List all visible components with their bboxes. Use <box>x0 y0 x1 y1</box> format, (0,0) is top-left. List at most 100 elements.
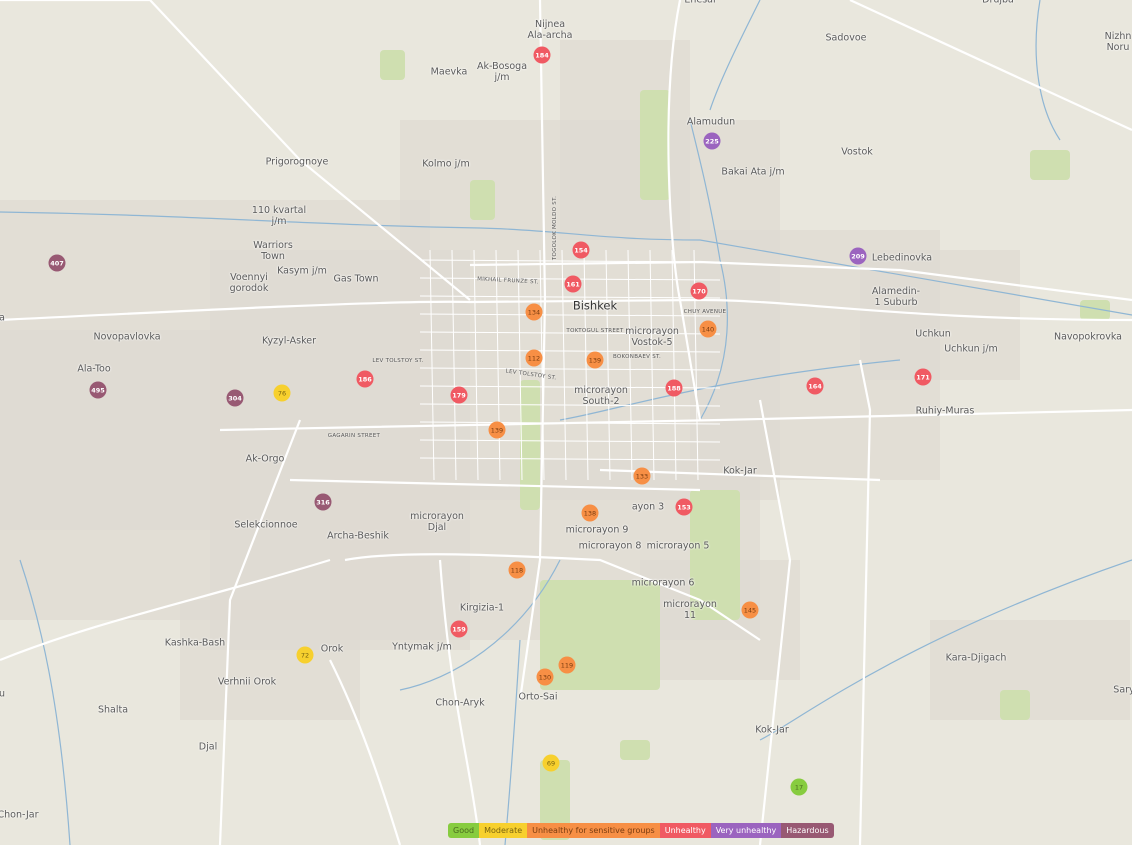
place-label: Kara-Djigach <box>945 652 1007 664</box>
place-label: Warriors Town <box>253 240 293 262</box>
aqi-station-marker[interactable]: 17 <box>790 778 808 796</box>
road <box>438 559 482 845</box>
place-label: Sadovoe <box>825 32 867 44</box>
aqi-station-marker[interactable]: 164 <box>806 377 824 395</box>
road <box>329 659 402 845</box>
aqi-station-marker[interactable]: 130 <box>536 668 554 686</box>
aqi-station-marker[interactable]: 154 <box>572 241 590 259</box>
road <box>469 260 1132 302</box>
place-label: u <box>0 688 6 700</box>
road <box>518 0 547 701</box>
legend-item-unhealthy: Unhealthy <box>659 823 711 838</box>
street-label: TOGOLOK MOLDO ST. <box>552 195 558 261</box>
street-line <box>583 249 589 481</box>
place-label: Nijnea Ala-archa <box>527 19 573 41</box>
aqi-station-marker[interactable]: 170 <box>690 282 708 300</box>
road <box>0 558 331 662</box>
street-line <box>419 259 721 263</box>
river <box>399 559 561 691</box>
river <box>1035 0 1061 141</box>
park-area <box>690 490 740 620</box>
legend-item-moderate: Moderate <box>479 823 528 838</box>
street-line <box>539 249 545 481</box>
place-label: Kashka-Bash <box>164 637 226 649</box>
place-label: Gas Town <box>333 273 379 285</box>
place-label: Ruhiy-Muras <box>915 405 975 417</box>
place-label: Lebedinovka <box>871 252 933 264</box>
place-label: Kirgizia-1 <box>459 602 505 614</box>
park-area <box>1080 300 1110 320</box>
place-label: Shalta <box>97 704 129 716</box>
place-label: Chon-Aryk <box>435 697 485 709</box>
aqi-station-marker[interactable]: 184 <box>533 46 551 64</box>
street-line <box>419 313 721 317</box>
place-label: Uchkun j/m <box>944 343 998 355</box>
street-line <box>419 403 721 407</box>
aqi-station-marker[interactable]: 179 <box>450 386 468 404</box>
place-label: microrayon 8 <box>578 540 642 552</box>
park-area <box>520 380 540 510</box>
aqi-station-marker[interactable]: 495 <box>89 381 107 399</box>
aqi-station-marker[interactable]: 186 <box>356 370 374 388</box>
street-label: BOKONBAEV ST. <box>612 354 662 360</box>
street-line <box>429 249 435 481</box>
aqi-station-marker[interactable]: 112 <box>525 349 543 367</box>
aqi-station-marker[interactable]: 133 <box>633 467 651 485</box>
river <box>689 119 728 421</box>
aqi-station-marker[interactable]: 134 <box>525 303 543 321</box>
aqi-station-marker[interactable]: 316 <box>314 493 332 511</box>
street-label: CHUY AVENUE <box>683 309 727 315</box>
street-line <box>451 249 457 481</box>
place-label: Ak-Orgo <box>245 453 285 465</box>
aqi-station-marker[interactable]: 145 <box>741 601 759 619</box>
road <box>219 408 1132 432</box>
aqi-station-marker[interactable]: 225 <box>703 132 721 150</box>
place-label: Bakai Ata j/m <box>721 166 785 178</box>
aqi-station-marker[interactable]: 119 <box>558 656 576 674</box>
place-label: Maevka <box>430 66 468 78</box>
street-line <box>473 249 479 481</box>
urban-area <box>180 600 360 720</box>
road <box>758 399 792 845</box>
place-label: Djal <box>198 741 218 753</box>
aqi-station-marker[interactable]: 159 <box>450 620 468 638</box>
street-line <box>419 457 721 461</box>
road <box>344 553 761 641</box>
aqi-station-marker[interactable]: 407 <box>48 254 66 272</box>
aqi-station-marker[interactable]: 161 <box>564 275 582 293</box>
aqi-station-marker[interactable]: 188 <box>665 379 683 397</box>
legend-item-usg: Unhealthy for sensitive groups <box>527 823 660 838</box>
place-label: Kyzyl-Asker <box>262 335 316 347</box>
place-label: microrayon South-2 <box>574 385 628 407</box>
aqi-station-marker[interactable]: 76 <box>273 384 291 402</box>
place-label: microrayon Djal <box>410 511 464 533</box>
place-label: Enesai <box>684 0 716 6</box>
place-label: Orok <box>320 643 344 655</box>
aqi-station-marker[interactable]: 72 <box>296 646 314 664</box>
place-label: microrayon 11 <box>663 599 717 621</box>
aqi-station-marker[interactable]: 139 <box>488 421 506 439</box>
place-label: Prigorognoye <box>265 156 329 168</box>
place-label: Yntymak j/m <box>392 641 452 653</box>
place-label: Ala-Too <box>77 363 111 375</box>
aqi-station-marker[interactable]: 140 <box>699 320 717 338</box>
park-area <box>640 90 670 200</box>
place-label: Alamudun <box>686 116 736 128</box>
place-label: Voennyi gorodok <box>229 272 269 294</box>
aqi-station-marker[interactable]: 138 <box>581 504 599 522</box>
park-area <box>620 740 650 760</box>
place-label: Kasym j/m <box>277 265 327 277</box>
road <box>667 0 702 421</box>
park-area <box>540 580 660 690</box>
aqi-station-marker[interactable]: 209 <box>849 247 867 265</box>
aqi-station-marker[interactable]: 69 <box>542 754 560 772</box>
place-label: microrayon 9 <box>565 524 629 536</box>
aqi-station-marker[interactable]: 139 <box>586 351 604 369</box>
place-label: Drujba <box>982 0 1014 6</box>
aqi-station-marker[interactable]: 304 <box>226 389 244 407</box>
park-area <box>1000 690 1030 720</box>
aqi-station-marker[interactable]: 118 <box>508 561 526 579</box>
aqi-station-marker[interactable]: 153 <box>675 498 693 516</box>
aqi-station-marker[interactable]: 171 <box>914 368 932 386</box>
